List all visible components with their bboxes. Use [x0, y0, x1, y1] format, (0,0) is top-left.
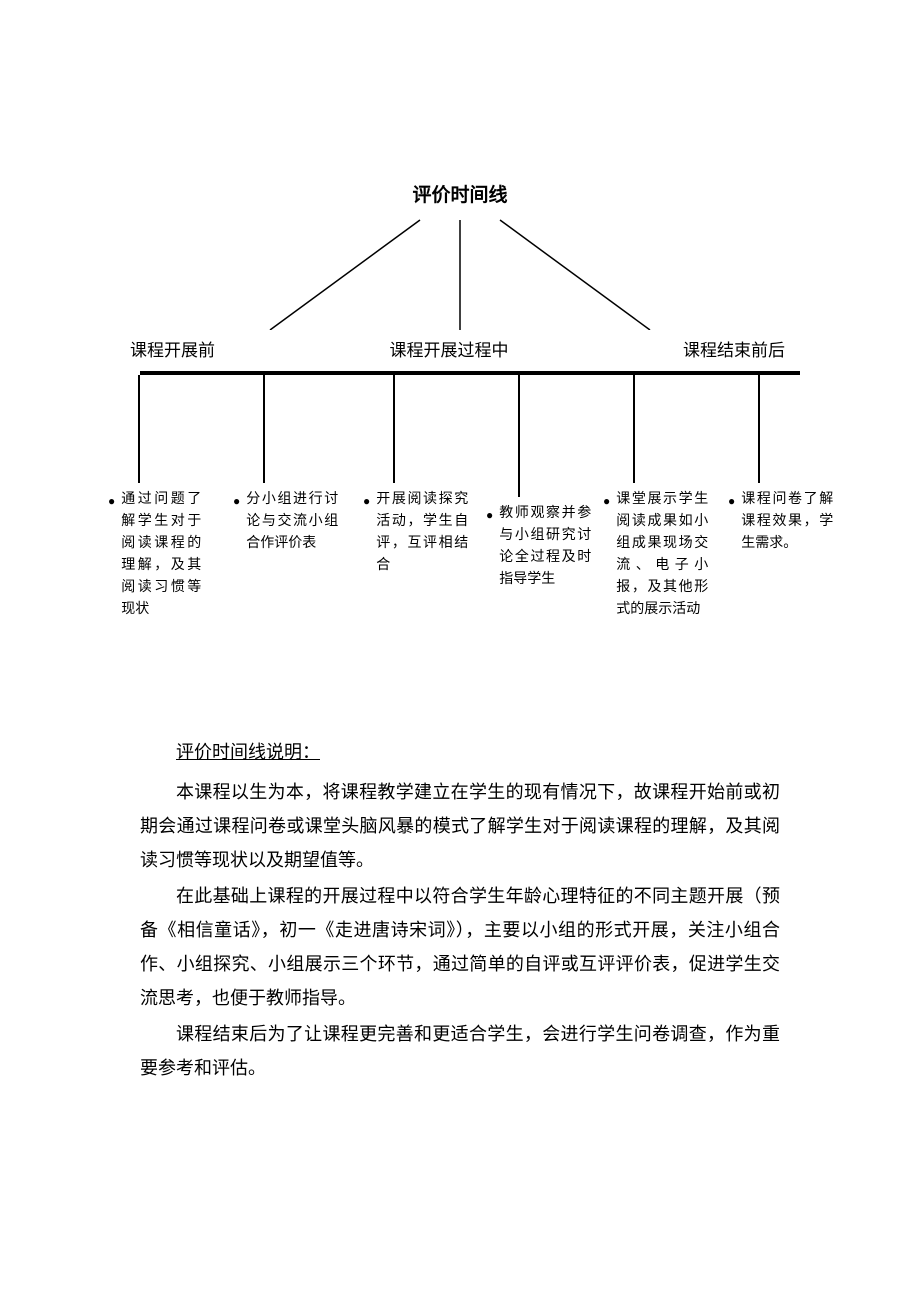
phase-row: 课程开展前 课程开展过程中 课程结束前后	[140, 336, 780, 361]
phase-label-before: 课程开展前	[130, 336, 215, 361]
item-stem	[518, 375, 520, 497]
item-text: 分小组进行讨论与交流小组合作评价表	[246, 489, 338, 555]
branch-svg	[140, 215, 780, 330]
timeline-item: ● 课堂展示学生阅读成果如小组成果现场交流、电子小报，及其他形式的展示活动	[603, 375, 725, 621]
bullet-icon: ●	[603, 490, 610, 512]
phase-label-during: 课程开展过程中	[390, 336, 509, 361]
paragraph-1: 本课程以生为本，将课程教学建立在学生的现有情况下，故课程开始前或初期会通过课程问…	[140, 775, 780, 877]
item-text: 课程问卷了解课程效果，学生需求。	[741, 489, 833, 555]
item-text: 教师观察并参与小组研究讨论全过程及时指导学生	[499, 503, 591, 591]
bullet-icon: ●	[108, 490, 115, 512]
timeline-item: ● 教师观察并参与小组研究讨论全过程及时指导学生	[486, 375, 608, 591]
bullet-icon: ●	[486, 504, 493, 526]
item-text: 课堂展示学生阅读成果如小组成果现场交流、电子小报，及其他形式的展示活动	[616, 489, 708, 621]
paragraph-2: 在此基础上课程的开展过程中以符合学生年龄心理特征的不同主题开展（预备《相信童话》…	[140, 879, 780, 1015]
bullet-icon: ●	[363, 490, 370, 512]
timeline-axis-wrap: ●通过问题了解学生对于阅读课程的理解，及其阅读习惯等现状●分小组进行讨论与交流小…	[140, 371, 800, 375]
timeline-item: ● 通过问题了解学生对于阅读课程的理解，及其阅读习惯等现状	[108, 375, 218, 621]
item-body: ● 教师观察并参与小组研究讨论全过程及时指导学生	[486, 503, 608, 591]
item-body: ● 分小组进行讨论与交流小组合作评价表	[233, 489, 355, 555]
item-stem	[138, 375, 140, 483]
item-stem	[393, 375, 395, 483]
item-body: ● 开展阅读探究活动，学生自评，互评相结合	[363, 489, 485, 577]
timeline-item: ● 课程问卷了解课程效果，学生需求。	[728, 375, 850, 555]
explanation-heading: 评价时间线说明：	[140, 735, 780, 769]
item-stem	[263, 375, 265, 483]
item-body: ● 课堂展示学生阅读成果如小组成果现场交流、电子小报，及其他形式的展示活动	[603, 489, 725, 621]
timeline-item: ● 分小组进行讨论与交流小组合作评价表	[233, 375, 355, 555]
bullet-icon: ●	[728, 490, 735, 512]
explanation-section: 评价时间线说明： 本课程以生为本，将课程教学建立在学生的现有情况下，故课程开始前…	[140, 735, 780, 1085]
item-text: 开展阅读探究活动，学生自评，互评相结合	[376, 489, 468, 577]
item-stem	[633, 375, 635, 483]
phase-label-after: 课程结束前后	[683, 336, 785, 361]
diagram-title: 评价时间线	[140, 180, 780, 207]
item-stem	[758, 375, 760, 483]
timeline-item: ● 开展阅读探究活动，学生自评，互评相结合	[363, 375, 485, 577]
item-body: ● 通过问题了解学生对于阅读课程的理解，及其阅读习惯等现状	[108, 489, 218, 621]
paragraph-3: 课程结束后为了让课程更完善和更适合学生，会进行学生问卷调查，作为重要参考和评估。	[140, 1017, 780, 1085]
item-text: 通过问题了解学生对于阅读课程的理解，及其阅读习惯等现状	[121, 489, 201, 621]
bullet-icon: ●	[233, 490, 240, 512]
item-body: ● 课程问卷了解课程效果，学生需求。	[728, 489, 850, 555]
